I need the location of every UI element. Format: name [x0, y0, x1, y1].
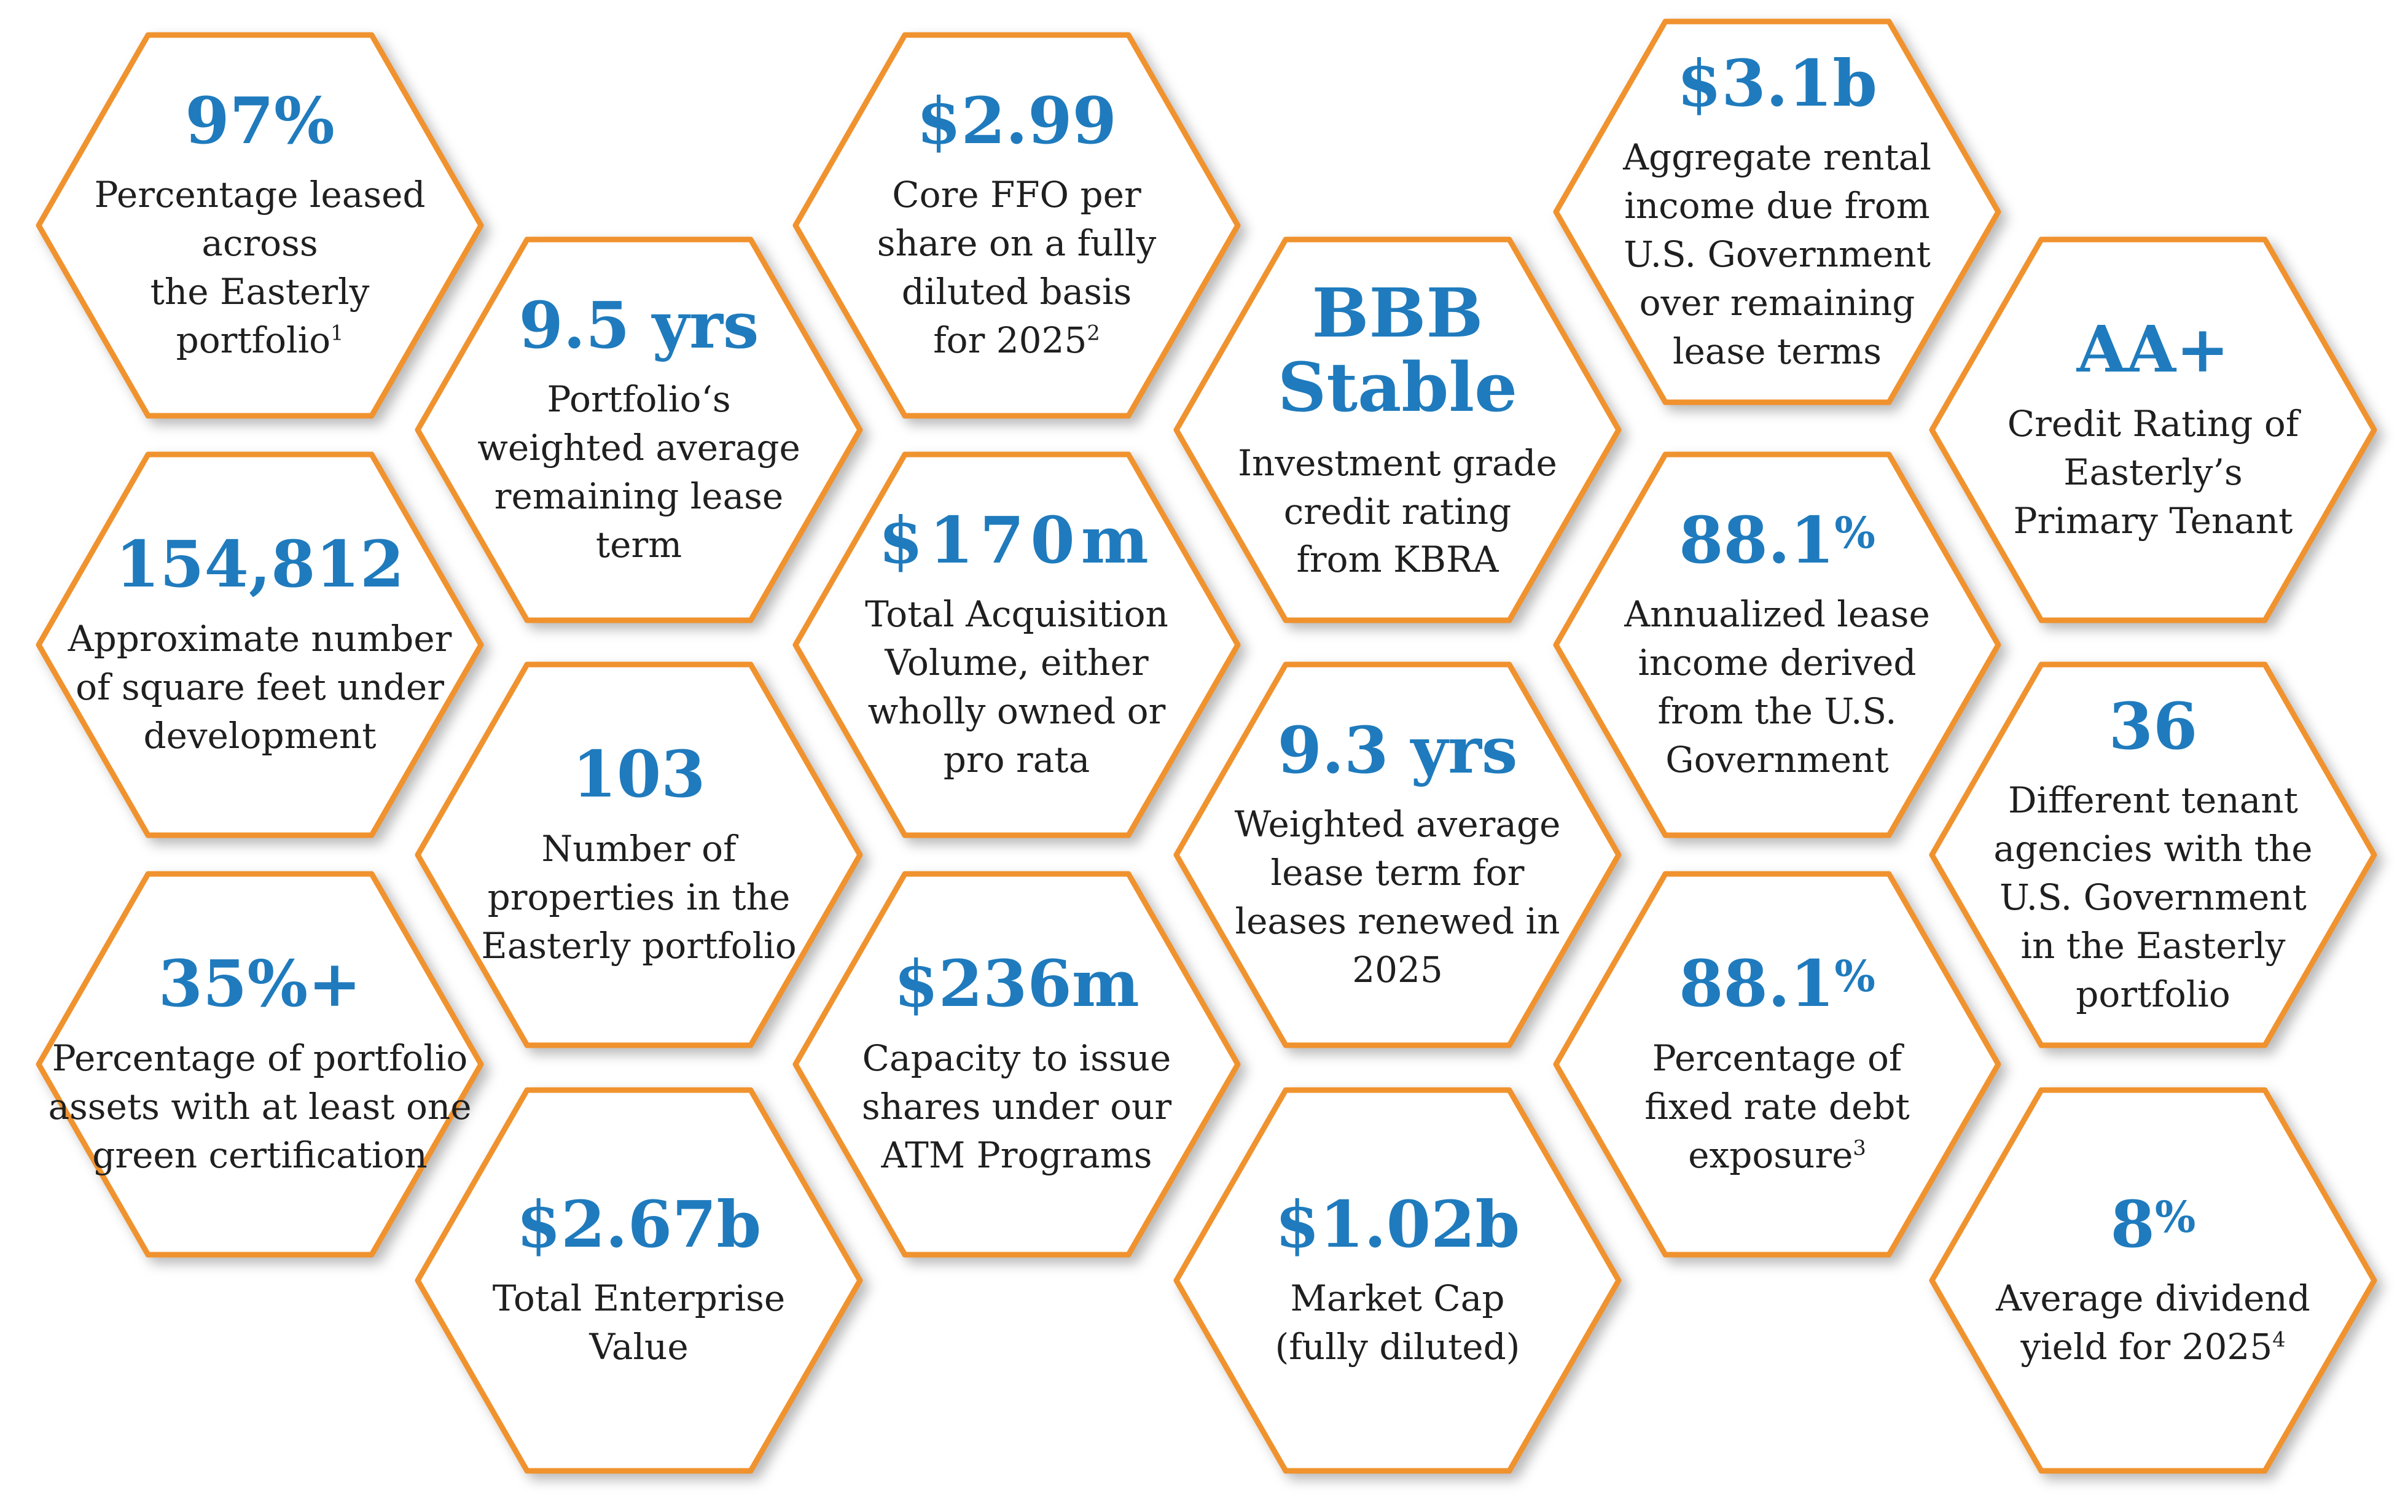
stat-value: $236m	[894, 946, 1140, 1022]
hexagon-frame	[1929, 661, 2377, 1048]
hexagon-outline	[792, 871, 1241, 1258]
hex-annualized-lease-income: 88.1% Annualized lease income derived fr…	[1553, 451, 2001, 838]
stat-value: 36	[2108, 688, 2198, 764]
stat-description: Annualized lease income derived from the…	[1624, 593, 1930, 781]
hexagon-frame	[36, 451, 484, 838]
hexagon-frame	[1553, 871, 2001, 1258]
stat-description: Portfolio‘s weighted average remaining l…	[477, 378, 800, 566]
hex-number-of-properties: 103 Number of properties in the Easterly…	[415, 661, 863, 1048]
stat-description: Market Cap (fully diluted)	[1275, 1277, 1520, 1368]
hexagon-frame	[1173, 1087, 1622, 1474]
hex-enterprise-value: $2.67b Total Enterprise Value	[415, 1087, 863, 1474]
stat-description: Capacity to issue shares under our ATM P…	[861, 1037, 1172, 1176]
stat-description: Credit Rating of Easterly’s Primary Tena…	[2007, 402, 2299, 542]
stat-value: $170m	[878, 502, 1155, 579]
stat-value: 97%	[185, 83, 335, 159]
hex-fixed-rate-debt: 88.1% Percentage of fixed rate debt expo…	[1553, 871, 2001, 1258]
hexagon-frame	[36, 32, 484, 419]
hex-atm-capacity: $236m Capacity to issue shares under our…	[792, 871, 1241, 1258]
stat-value: 9.5 yrs	[518, 287, 759, 364]
hexagon-outline	[415, 661, 863, 1048]
stat-value: 88.1%	[1679, 946, 1875, 1022]
stat-description: Percentage of fixed rate debt exposure3	[1644, 1037, 1910, 1176]
stat-value: $2.99	[917, 83, 1117, 159]
footnote-marker: 4	[2272, 1327, 2286, 1352]
hex-core-ffo: $2.99 Core FFO per share on a fully dilu…	[792, 32, 1241, 419]
footnote-marker: 1	[330, 321, 344, 345]
hex-tenant-credit-rating: AA+ Credit Rating of Easterly’s Primary …	[1929, 236, 2377, 623]
hexagon-outline	[1553, 451, 2001, 838]
hex-dividend-yield: 8% Average dividend yield for 20254	[1929, 1087, 2377, 1474]
stat-value: $1.02b	[1275, 1186, 1520, 1262]
hexagon-frame	[1929, 1087, 2377, 1474]
hexagon-outline	[36, 32, 484, 419]
hexagon-outline	[1929, 1087, 2377, 1474]
hexagon-frame	[1173, 236, 1622, 623]
hexagon-frame	[36, 871, 484, 1258]
stat-description: Core FFO per share on a fully diluted ba…	[877, 174, 1157, 362]
hex-percentage-leased: 97% Percentage leased across the Easterl…	[36, 32, 484, 419]
hex-green-certification: 35%+ Percentage of portfolio assets with…	[36, 871, 484, 1258]
stat-description: Average dividend yield for 20254	[1996, 1277, 2310, 1368]
hexagon-frame	[415, 236, 863, 623]
stat-value: 103	[572, 736, 706, 813]
hexagon-outline	[792, 32, 1241, 419]
stat-value: 8%	[2110, 1186, 2196, 1262]
stat-description: Weighted average lease term for leases r…	[1234, 803, 1561, 991]
hexagon-outline	[36, 871, 484, 1258]
hex-tenant-agencies: 36 Different tenant agencies with the U.…	[1929, 661, 2377, 1048]
stat-description: Aggregate rental income due from U.S. Go…	[1623, 136, 1931, 372]
hex-square-feet-development: 154,812 Approximate number of square fee…	[36, 451, 484, 838]
hex-renewed-lease-term: 9.3 yrs Weighted average lease term for …	[1173, 661, 1622, 1048]
stat-value: BBB Stable	[1277, 273, 1518, 427]
hexagon-outline	[1173, 1087, 1622, 1474]
stat-description: Percentage of portfolio assets with at l…	[48, 1037, 472, 1176]
hex-weighted-lease-term: 9.5 yrs Portfolio‘s weighted average rem…	[415, 236, 863, 623]
hexagon-frame	[792, 871, 1241, 1258]
hex-credit-rating-kbra: BBB Stable Investment grade credit ratin…	[1173, 236, 1622, 623]
hexagon-frame	[1929, 236, 2377, 623]
stat-value: 154,812	[115, 526, 405, 602]
stat-description: Investment grade credit rating from KBRA	[1238, 442, 1557, 581]
stat-value: $2.67b	[516, 1186, 762, 1262]
stat-value: AA+	[2076, 311, 2230, 388]
hexagon-outline	[1173, 661, 1622, 1048]
hexagon-outline	[1553, 18, 2001, 405]
hexagon-frame	[792, 32, 1241, 419]
stat-description: Total Enterprise Value	[492, 1277, 786, 1368]
stat-description: Approximate number of square feet under …	[68, 617, 452, 757]
hexagon-frame	[1553, 18, 2001, 405]
hexagon-outline	[1553, 871, 2001, 1258]
stat-description: Percentage leased across the Easterly po…	[94, 174, 426, 362]
footnote-marker: 3	[1853, 1136, 1866, 1160]
hex-acquisition-volume: $170m Total Acquisition Volume, either w…	[792, 451, 1241, 838]
stat-value: $3.1b	[1676, 45, 1877, 121]
footnote-marker: 2	[1087, 321, 1100, 345]
hexagon-outline	[1173, 236, 1622, 623]
stat-description: Number of properties in the Easterly por…	[481, 827, 797, 967]
stat-value: 88.1%	[1679, 502, 1875, 579]
hexagon-outline	[792, 451, 1241, 838]
hex-aggregate-rental-income: $3.1b Aggregate rental income due from U…	[1553, 18, 2001, 405]
hex-market-cap: $1.02b Market Cap (fully diluted)	[1173, 1087, 1622, 1474]
hexagon-outline	[36, 451, 484, 838]
hexagon-frame	[1173, 661, 1622, 1048]
hexagon-frame	[792, 451, 1241, 838]
stat-value: 9.3 yrs	[1277, 712, 1518, 789]
stat-value: 35%+	[158, 946, 362, 1022]
hexagon-outline	[415, 1087, 863, 1474]
hexagon-frame	[415, 661, 863, 1048]
hexagon-frame	[1553, 451, 2001, 838]
stat-description: Total Acquisition Volume, either wholly …	[865, 593, 1168, 781]
hexagon-outline	[1929, 661, 2377, 1048]
stat-description: Different tenant agencies with the U.S. …	[1993, 779, 2313, 1015]
hexagon-outline	[415, 236, 863, 623]
hexagon-outline	[1929, 236, 2377, 623]
hexagon-frame	[415, 1087, 863, 1474]
